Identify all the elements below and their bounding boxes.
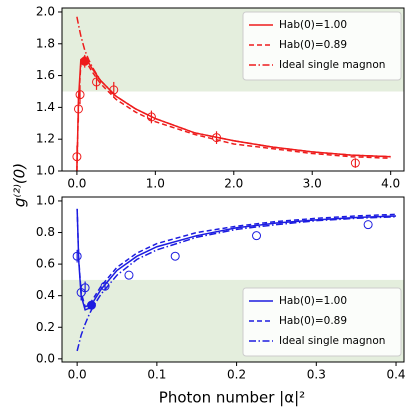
frame [61,7,405,172]
data-point [72,251,82,261]
legend-label: Hab(0)=1.00 [279,19,347,31]
data-point [100,281,110,291]
data-point [80,283,90,293]
x-tick-label: 0.3 [307,368,326,382]
y-tick-label: 2.0 [36,4,55,18]
x-tick-label: 0.1 [147,368,166,382]
x-tick-label: 3.0 [303,177,322,191]
data-point [86,300,96,310]
x-tick-label: 1.0 [146,177,165,191]
y-tick-label: 1.4 [36,100,55,114]
data-point [72,152,82,162]
y-tick-label: 0.4 [36,288,55,302]
data-point [124,270,134,280]
curve [76,215,397,352]
x-tick-label: 0.0 [67,177,86,191]
legend-label: Hab(0)=0.89 [279,39,347,51]
legend-label: Ideal single magnon [279,59,385,71]
x-tick-label: 4.0 [381,177,400,191]
data-point [80,56,90,66]
data-point [75,90,85,100]
legend-box [242,11,402,81]
y-tick-label: 1.8 [36,36,55,50]
plot-area [72,16,391,171]
y-tick-label: 1.2 [36,132,55,146]
curve [76,208,397,308]
x-tick-label: 0.0 [68,368,87,382]
curve [76,208,397,311]
y-tick-label: 1.6 [36,68,55,82]
plot-area [72,208,397,352]
frame [61,196,405,363]
x-axis-label: Photon number |α|² [159,389,305,407]
x-tick-label: 2.0 [224,177,243,191]
data-point [363,220,373,230]
y-tick-label: 0.0 [36,351,55,365]
data-point [109,85,119,95]
legend: Hab(0)=1.00 Hab(0)=0.89 Ideal single magno… [242,287,402,357]
data-point [170,251,180,261]
y-tick-label: 0.2 [36,320,55,334]
data-point [212,133,222,143]
legend-label: Hab(0)=1.00 [279,295,347,307]
legend-box [242,287,402,357]
y-axis-label: g⁽²⁾(0) [11,163,29,207]
x-tick-label: 0.2 [227,368,246,382]
data-point [92,77,102,87]
data-point [350,158,360,168]
y-tick-label: 0.8 [36,225,55,239]
data-point [252,231,262,241]
y-tick-label: 1.0 [36,193,55,207]
x-tick-label: 0.4 [386,368,405,382]
y-tick-label: 0.6 [36,257,55,271]
legend-label: Hab(0)=0.89 [279,315,347,327]
data-point [73,104,83,114]
legend-label: Ideal single magnon [279,335,385,347]
y-tick-label: 1.0 [36,164,55,178]
legend: Hab(0)=1.00 Hab(0)=0.89 Ideal single magno… [242,11,402,81]
data-point [146,112,156,122]
